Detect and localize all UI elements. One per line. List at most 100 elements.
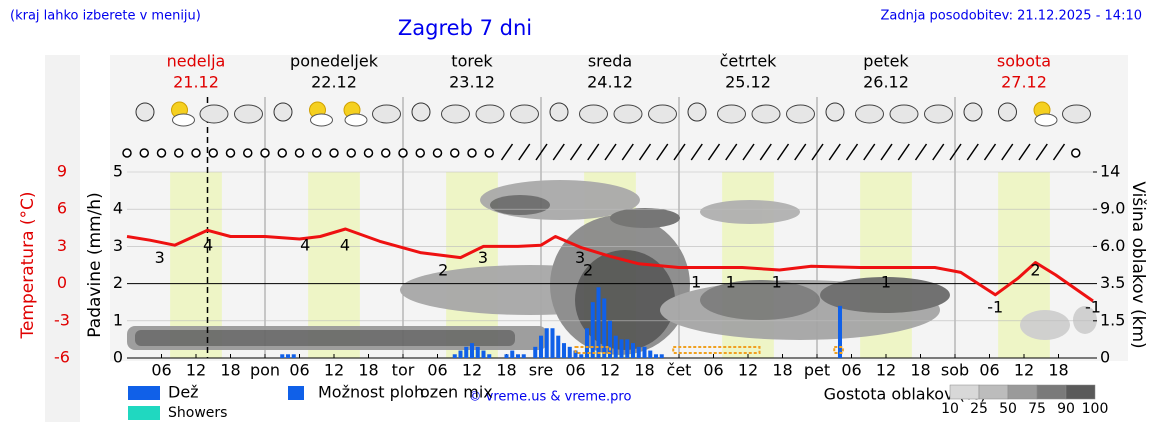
temp-label: 1 [691,273,701,292]
wind-arrow [707,143,721,161]
day-name: sobota [997,52,1051,71]
wind-calm [1071,148,1081,158]
cloud-blob [610,208,680,228]
left-panel [45,55,80,422]
icon-cloud [510,104,539,124]
temp-label: 2 [583,260,593,279]
precip-bar [648,350,653,358]
precip-bar [573,350,578,358]
mix-marker [833,346,844,354]
wind-arrow [932,143,945,161]
subtitle-left: (kraj lahko izberete v meniju) [10,9,201,24]
wind-arrow [914,143,928,161]
x-tick-label: 12 [738,361,758,380]
precip-bar [469,343,475,358]
cloud-legend-tick: 75 [1028,401,1046,417]
x-tick-label: 06 [427,361,447,380]
wind-calm [243,148,253,158]
precip-bar [487,354,492,358]
precip-bar [625,339,630,358]
wind-calm [432,148,443,158]
icon-cloud [889,104,919,124]
wind-calm [363,148,374,158]
legend-label: Showers [168,405,227,421]
precip-bar [659,354,664,358]
icon-moon [963,102,983,122]
temp-label: 2 [1030,260,1040,279]
wind-arrow [587,143,600,161]
wind-calm [277,148,287,158]
precip-bar [464,346,469,358]
wind-arrow [828,143,841,161]
precip-bar [590,302,595,358]
day-name: torek [451,52,493,71]
cloud-legend-tick: 90 [1057,401,1075,417]
wind-calm [156,148,167,158]
cloud-legend-swatch [1036,384,1067,400]
temp-label: -1 [987,298,1003,317]
icon-cloud [1034,113,1058,127]
icon-cloud [234,104,263,124]
precip-bar [458,350,463,358]
day-name: ponedeljek [290,52,379,71]
x-tick-label: pon [250,361,280,380]
y-tick-label: 3 [57,236,67,255]
wind-calm [329,148,339,158]
x-tick-label: 18 [358,361,378,380]
icon-cloud [199,104,229,124]
icon-cloud [613,104,643,124]
wind-arrow [500,143,514,161]
wind-arrow [1052,143,1066,161]
precip-bar [510,350,515,358]
y3-tick-label: 3.5 [1100,273,1125,292]
temp-label: 4 [340,236,350,255]
icon-cloud [310,113,333,127]
wind-calm [484,148,494,158]
y-tick-label: -6 [54,348,70,367]
x-tick-label: 06 [151,361,171,380]
icon-cloud [924,104,953,124]
x-tick-label: tor [392,361,415,380]
day-date: 23.12 [449,73,495,92]
temp-label: 4 [203,236,213,255]
icon-cloud [648,104,677,124]
temp-label: 1 [881,273,891,292]
wind-arrow [638,143,652,161]
x-tick-label: 12 [876,361,896,380]
y2-tick-label: 5 [113,162,123,181]
wind-calm [294,148,305,158]
cloud-legend-swatch [949,384,980,400]
temperature-line [126,227,1094,303]
x-tick-label: 18 [1048,361,1068,380]
day-name: sreda [588,52,632,71]
wind-calm [191,148,201,158]
precip-bar [556,335,561,358]
icon-cloud [344,113,368,127]
x-tick-label: 06 [979,361,999,380]
icon-moon [825,102,845,122]
x-tick-label: 18 [910,361,930,380]
precip-bar [602,298,607,358]
icon-cloud [751,104,781,124]
precip-bar [280,354,285,358]
cloud-blob [700,200,800,224]
x-tick-label: 06 [289,361,309,380]
x-tick-label: 18 [220,361,240,380]
precip-bar [538,335,544,358]
wind-calm [398,148,408,158]
icon-cloud [786,104,815,124]
y-tick-label: 6 [57,199,67,218]
wind-arrow [863,143,876,161]
day-name: petek [863,52,909,71]
temp-label: 3 [155,248,165,267]
icon-moon [273,102,293,122]
x-tick-label: pet [804,361,830,380]
icon-cloud [441,104,470,124]
wind-calm [312,148,322,158]
precip-bar [630,343,636,358]
wind-arrow [552,143,565,161]
precip-bar [567,346,572,358]
y3-tick-label: 6.0 [1100,236,1125,255]
